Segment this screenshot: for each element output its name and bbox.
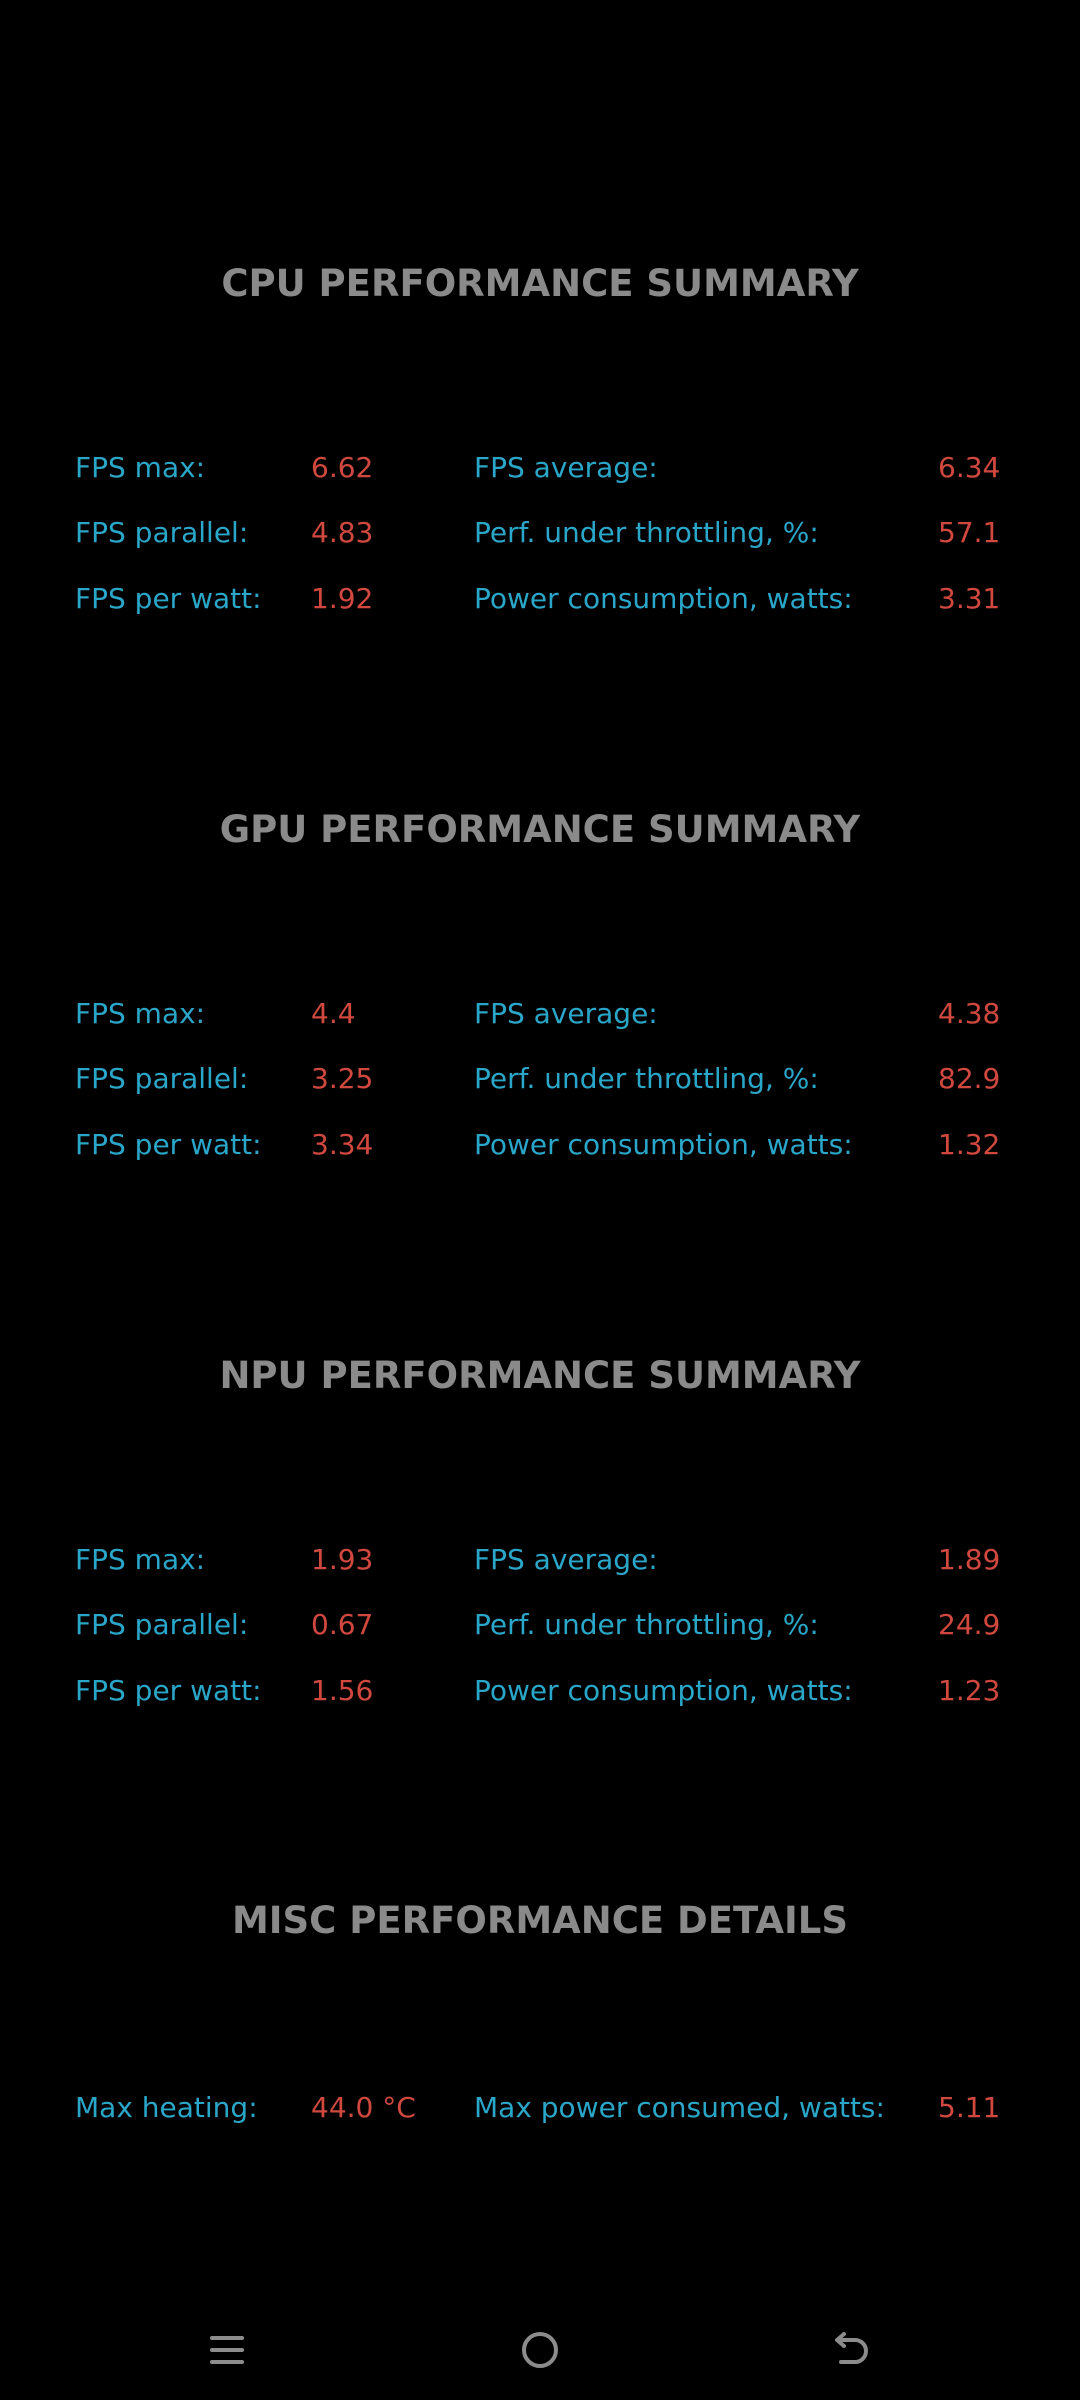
metric-value: 4.38: [938, 997, 1001, 1030]
metric-value: 1.56: [311, 1674, 374, 1707]
metric-label: FPS average:: [474, 1543, 658, 1576]
metric-label: Power consumption, watts:: [474, 1674, 853, 1707]
npu-section-title: NPU PERFORMANCE SUMMARY: [219, 1354, 861, 1397]
table-row: FPS per watt: 1.92 Power consumption, wa…: [0, 579, 1080, 619]
metric-value: 6.62: [311, 451, 374, 484]
table-row: FPS max: 4.4 FPS average: 4.38: [0, 994, 1080, 1034]
metric-value: 4.83: [311, 516, 374, 549]
metric-label: Perf. under throttling, %:: [474, 1062, 819, 1095]
table-row: Max heating: 44.0 °C Max power consumed,…: [0, 2088, 1080, 2128]
metric-value: 82.9: [938, 1062, 1001, 1095]
metric-value: 3.34: [311, 1128, 374, 1161]
metric-value: 6.34: [938, 451, 1001, 484]
cpu-section-title: CPU PERFORMANCE SUMMARY: [221, 262, 859, 305]
metric-value: 3.31: [938, 582, 1001, 615]
table-row: FPS parallel: 0.67 Perf. under throttlin…: [0, 1605, 1080, 1645]
metric-label: Perf. under throttling, %:: [474, 1608, 819, 1641]
metric-label: Perf. under throttling, %:: [474, 516, 819, 549]
metric-label: FPS max:: [75, 997, 206, 1030]
metric-value: 0.67: [311, 1608, 374, 1641]
metric-label: FPS per watt:: [75, 1128, 262, 1161]
metric-value: 4.4: [311, 997, 356, 1030]
misc-section-title: MISC PERFORMANCE DETAILS: [231, 1899, 849, 1942]
back-button[interactable]: [820, 2322, 880, 2378]
menu-icon: [208, 2333, 246, 2367]
metric-label: Power consumption, watts:: [474, 582, 853, 615]
metric-label: FPS per watt:: [75, 1674, 262, 1707]
metric-label: Max heating:: [75, 2091, 258, 2124]
table-row: FPS parallel: 3.25 Perf. under throttlin…: [0, 1059, 1080, 1099]
metric-value: 1.92: [311, 582, 374, 615]
metric-label: FPS parallel:: [75, 1608, 249, 1641]
metric-value: 57.1: [938, 516, 1001, 549]
table-row: FPS max: 1.93 FPS average: 1.89: [0, 1540, 1080, 1580]
table-row: FPS parallel: 4.83 Perf. under throttlin…: [0, 513, 1080, 553]
metric-label: FPS max:: [75, 1543, 206, 1576]
metric-label: FPS max:: [75, 451, 206, 484]
metric-value: 24.9: [938, 1608, 1001, 1641]
gpu-section-title: GPU PERFORMANCE SUMMARY: [219, 808, 861, 851]
metric-value: 1.23: [938, 1674, 1001, 1707]
back-icon: [829, 2330, 871, 2370]
metric-value: 3.25: [311, 1062, 374, 1095]
metric-value: 44.0 °C: [311, 2091, 416, 2124]
home-button[interactable]: [510, 2322, 570, 2378]
home-icon: [520, 2330, 560, 2370]
metric-label: Max power consumed, watts:: [474, 2091, 885, 2124]
metric-value: 1.93: [311, 1543, 374, 1576]
metric-label: FPS average:: [474, 997, 658, 1030]
metric-value: 5.11: [938, 2091, 1001, 2124]
metric-label: Power consumption, watts:: [474, 1128, 853, 1161]
metric-label: FPS per watt:: [75, 582, 262, 615]
metric-label: FPS parallel:: [75, 516, 249, 549]
table-row: FPS per watt: 3.34 Power consumption, wa…: [0, 1125, 1080, 1165]
metric-value: 1.89: [938, 1543, 1001, 1576]
navigation-bar: [0, 2300, 1080, 2400]
table-row: FPS per watt: 1.56 Power consumption, wa…: [0, 1671, 1080, 1711]
metric-label: FPS average:: [474, 451, 658, 484]
table-row: FPS max: 6.62 FPS average: 6.34: [0, 448, 1080, 488]
metric-label: FPS parallel:: [75, 1062, 249, 1095]
metric-value: 1.32: [938, 1128, 1001, 1161]
menu-button[interactable]: [197, 2322, 257, 2378]
